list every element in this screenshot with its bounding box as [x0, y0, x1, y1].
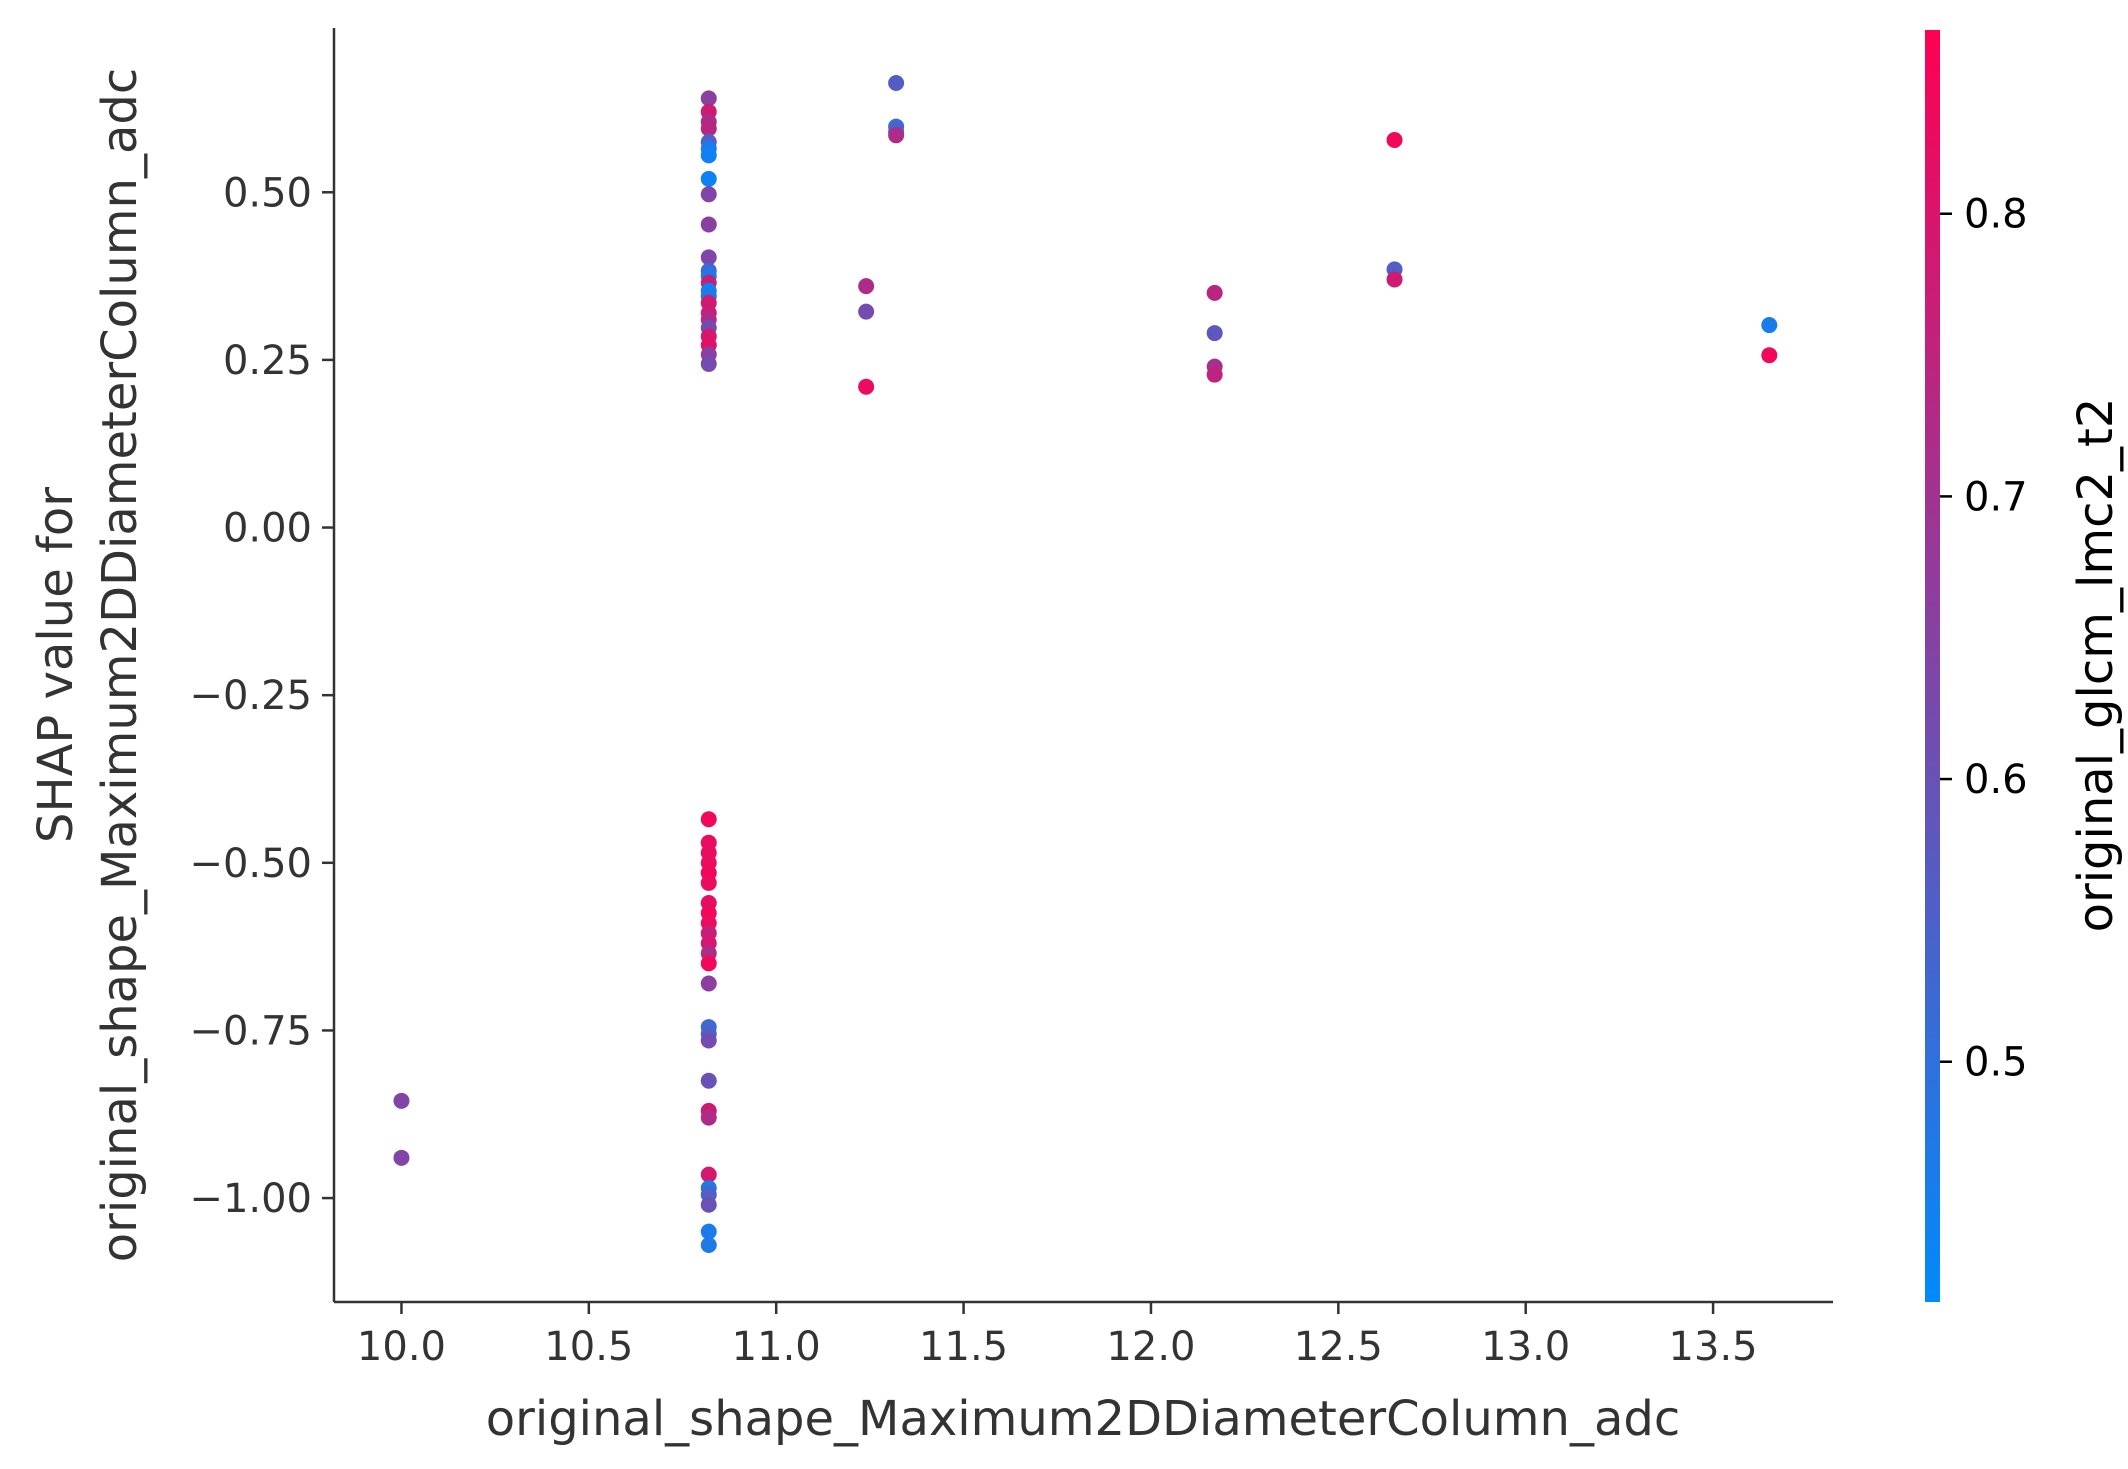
x-tick-label: 11.5: [919, 1324, 1008, 1370]
y-axis-title: SHAP value for original_shape_Maximum2DD…: [28, 68, 148, 1262]
x-tick-label: 12.0: [1106, 1324, 1195, 1370]
scatter-point: [700, 355, 717, 372]
scatter-point: [888, 127, 905, 144]
scatter-point: [700, 170, 717, 187]
x-tick-label: 10.0: [357, 1324, 446, 1370]
scatter-point: [700, 1032, 717, 1049]
y-tick-label: −0.25: [189, 673, 312, 719]
scatter-point: [1206, 284, 1223, 301]
scatter-point: [700, 120, 717, 137]
scatter-point: [700, 90, 717, 107]
x-tick-label: 10.5: [544, 1324, 633, 1370]
y-tick-label: 0.25: [223, 338, 312, 384]
scatter-point: [700, 1196, 717, 1213]
scatter-point: [700, 1072, 717, 1089]
y-tick-label: −0.50: [189, 841, 312, 887]
scatter-point: [700, 1109, 717, 1126]
scatter-point: [700, 147, 717, 164]
data-points: [393, 74, 1778, 1254]
colorbar-tick-label: 0.8: [1964, 192, 2028, 238]
x-tick-label: 11.0: [732, 1324, 821, 1370]
x-ticks: 10.0 10.5 11.0 11.5 12.0 12.5 13.0 13.5: [357, 1302, 1758, 1370]
scatter-point: [888, 74, 905, 91]
scatter-point: [858, 378, 875, 395]
scatter-point: [700, 249, 717, 266]
scatter-point: [1206, 325, 1223, 342]
colorbar-gradient: [1925, 30, 1940, 1302]
scatter-point: [858, 278, 875, 295]
colorbar-tick-label: 0.7: [1964, 474, 2028, 520]
scatter-point: [1761, 347, 1778, 364]
scatter-point: [700, 1166, 717, 1183]
y-ticks: 0.50 0.25 0.00 −0.25 −0.50 −0.75 −1.00: [189, 170, 334, 1222]
scatter-point: [700, 1237, 717, 1254]
y-axis-title-line-1: SHAP value for: [28, 487, 84, 843]
y-tick-label: −0.75: [189, 1008, 312, 1054]
scatter-point: [1386, 271, 1403, 288]
scatter-point: [1761, 317, 1778, 334]
y-axis-title-line-2: original_shape_Maximum2DDiameterColumn_a…: [92, 68, 148, 1262]
scatter-point: [858, 303, 875, 320]
scatter-point: [700, 955, 717, 972]
colorbar-title: original_glcm_lmc2_t2: [2068, 398, 2124, 933]
x-tick-label: 13.0: [1481, 1324, 1570, 1370]
scatter-point: [700, 186, 717, 203]
scatter-point: [393, 1092, 410, 1109]
colorbar-ticks: 0.5 0.6 0.7 0.8: [1940, 192, 2028, 1086]
y-tick-label: 0.50: [223, 170, 312, 216]
scatter-point: [700, 975, 717, 992]
scatter-point: [700, 811, 717, 828]
colorbar: 0.5 0.6 0.7 0.8 original_glcm_lmc2_t2: [1925, 30, 2124, 1302]
scatter-point: [1206, 366, 1223, 383]
scatter-point: [700, 216, 717, 233]
colorbar-tick-label: 0.5: [1964, 1040, 2028, 1086]
scatter-point: [1386, 131, 1403, 148]
scatter-point: [393, 1149, 410, 1166]
plot-area: 10.0 10.5 11.0 11.5 12.0 12.5 13.0 13.5 0.50 0.2…: [189, 28, 1833, 1370]
y-tick-label: −1.00: [189, 1176, 312, 1222]
scatter-point: [700, 874, 717, 891]
x-axis-title: original_shape_Maximum2DDiameterColumn_a…: [486, 1391, 1680, 1447]
scatter-point: [700, 1223, 717, 1240]
x-tick-label: 13.5: [1669, 1324, 1758, 1370]
colorbar-tick-label: 0.6: [1964, 757, 2028, 803]
y-tick-label: 0.00: [223, 506, 312, 552]
x-tick-label: 12.5: [1294, 1324, 1383, 1370]
